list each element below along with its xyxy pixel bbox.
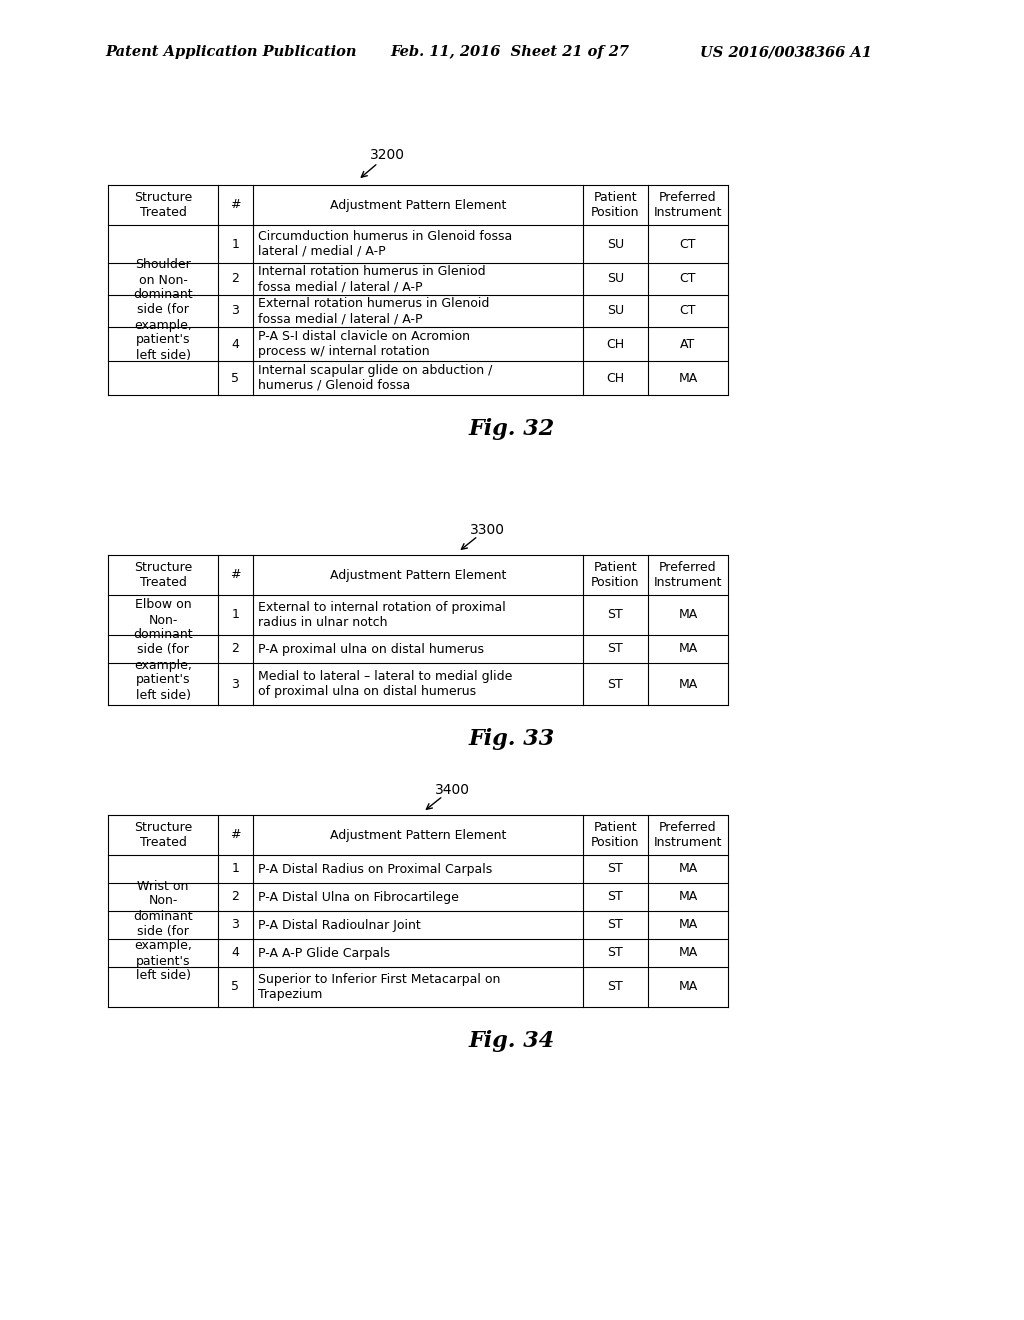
Text: Adjustment Pattern Element: Adjustment Pattern Element	[330, 829, 506, 842]
Text: Structure
Treated: Structure Treated	[134, 561, 193, 589]
Text: Preferred
Instrument: Preferred Instrument	[653, 561, 722, 589]
Text: MA: MA	[678, 609, 697, 622]
Text: CT: CT	[680, 305, 696, 318]
Text: Fig. 33: Fig. 33	[469, 729, 555, 750]
Text: Internal rotation humerus in Gleniod
fossa medial / lateral / A-P: Internal rotation humerus in Gleniod fos…	[258, 265, 485, 293]
Text: Structure
Treated: Structure Treated	[134, 821, 193, 849]
Text: #: #	[230, 829, 241, 842]
Text: Feb. 11, 2016  Sheet 21 of 27: Feb. 11, 2016 Sheet 21 of 27	[390, 45, 629, 59]
Text: 4: 4	[231, 946, 240, 960]
Text: Superior to Inferior First Metacarpal on
Trapezium: Superior to Inferior First Metacarpal on…	[258, 973, 501, 1001]
Text: 3200: 3200	[370, 148, 406, 162]
Text: P-A Distal Ulna on Fibrocartilege: P-A Distal Ulna on Fibrocartilege	[258, 891, 459, 903]
Text: Internal scapular glide on abduction /
humerus / Glenoid fossa: Internal scapular glide on abduction / h…	[258, 364, 493, 392]
Text: MA: MA	[678, 862, 697, 875]
Text: ST: ST	[607, 609, 624, 622]
Text: MA: MA	[678, 891, 697, 903]
Text: Patent Application Publication: Patent Application Publication	[105, 45, 356, 59]
Text: Adjustment Pattern Element: Adjustment Pattern Element	[330, 569, 506, 582]
Text: ST: ST	[607, 891, 624, 903]
Text: MA: MA	[678, 371, 697, 384]
Text: External rotation humerus in Glenoid
fossa medial / lateral / A-P: External rotation humerus in Glenoid fos…	[258, 297, 489, 325]
Text: 1: 1	[231, 862, 240, 875]
Text: Shoulder
on Non-
dominant
side (for
example,
patient's
left side): Shoulder on Non- dominant side (for exam…	[133, 259, 193, 362]
Text: 3: 3	[231, 919, 240, 932]
Text: AT: AT	[680, 338, 695, 351]
Text: #: #	[230, 198, 241, 211]
Text: P-A S-I distal clavicle on Acromion
process w/ internal rotation: P-A S-I distal clavicle on Acromion proc…	[258, 330, 470, 358]
Text: 3: 3	[231, 305, 240, 318]
Text: Elbow on
Non-
dominant
side (for
example,
patient's
left side): Elbow on Non- dominant side (for example…	[133, 598, 193, 701]
Text: Medial to lateral – lateral to medial glide
of proximal ulna on distal humerus: Medial to lateral – lateral to medial gl…	[258, 671, 512, 698]
Text: Patient
Position: Patient Position	[591, 561, 640, 589]
Text: Structure
Treated: Structure Treated	[134, 191, 193, 219]
Text: ST: ST	[607, 862, 624, 875]
Text: Patient
Position: Patient Position	[591, 821, 640, 849]
Text: P-A Distal Radius on Proximal Carpals: P-A Distal Radius on Proximal Carpals	[258, 862, 493, 875]
Text: 5: 5	[231, 371, 240, 384]
Text: CH: CH	[606, 338, 625, 351]
Text: 1: 1	[231, 238, 240, 251]
Text: MA: MA	[678, 643, 697, 656]
Text: US 2016/0038366 A1: US 2016/0038366 A1	[700, 45, 871, 59]
Text: CT: CT	[680, 238, 696, 251]
Text: SU: SU	[607, 238, 624, 251]
Text: 3400: 3400	[435, 783, 470, 797]
Text: Preferred
Instrument: Preferred Instrument	[653, 191, 722, 219]
Text: 2: 2	[231, 891, 240, 903]
Text: #: #	[230, 569, 241, 582]
Text: 5: 5	[231, 981, 240, 994]
Text: P-A A-P Glide Carpals: P-A A-P Glide Carpals	[258, 946, 390, 960]
Text: Fig. 34: Fig. 34	[469, 1030, 555, 1052]
Text: MA: MA	[678, 677, 697, 690]
Text: MA: MA	[678, 919, 697, 932]
Text: Fig. 32: Fig. 32	[469, 418, 555, 440]
Text: MA: MA	[678, 981, 697, 994]
Text: CH: CH	[606, 371, 625, 384]
Text: ST: ST	[607, 919, 624, 932]
Text: ST: ST	[607, 981, 624, 994]
Text: ST: ST	[607, 677, 624, 690]
Text: P-A proximal ulna on distal humerus: P-A proximal ulna on distal humerus	[258, 643, 484, 656]
Text: SU: SU	[607, 305, 624, 318]
Text: SU: SU	[607, 272, 624, 285]
Text: Circumduction humerus in Glenoid fossa
lateral / medial / A-P: Circumduction humerus in Glenoid fossa l…	[258, 230, 512, 257]
Text: 3: 3	[231, 677, 240, 690]
Text: 1: 1	[231, 609, 240, 622]
Text: 2: 2	[231, 272, 240, 285]
Text: ST: ST	[607, 946, 624, 960]
Text: P-A Distal Radioulnar Joint: P-A Distal Radioulnar Joint	[258, 919, 421, 932]
Text: MA: MA	[678, 946, 697, 960]
Text: CT: CT	[680, 272, 696, 285]
Text: Patient
Position: Patient Position	[591, 191, 640, 219]
Text: External to internal rotation of proximal
radius in ulnar notch: External to internal rotation of proxima…	[258, 601, 506, 630]
Text: Wrist on
Non-
dominant
side (for
example,
patient's
left side): Wrist on Non- dominant side (for example…	[133, 879, 193, 982]
Text: ST: ST	[607, 643, 624, 656]
Text: Preferred
Instrument: Preferred Instrument	[653, 821, 722, 849]
Text: Adjustment Pattern Element: Adjustment Pattern Element	[330, 198, 506, 211]
Text: 2: 2	[231, 643, 240, 656]
Text: 3300: 3300	[470, 523, 505, 537]
Text: 4: 4	[231, 338, 240, 351]
